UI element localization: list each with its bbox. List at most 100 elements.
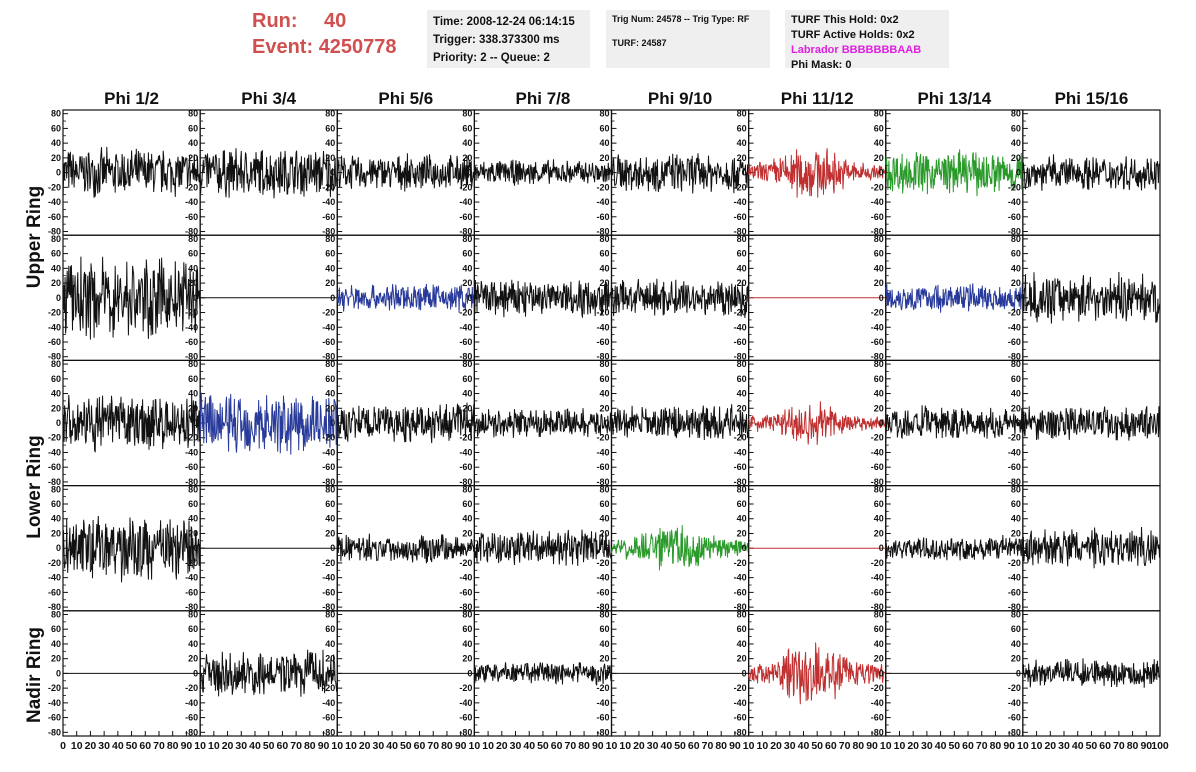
y-tick-label: -40	[734, 197, 747, 207]
panel-y-axis: 80 60 40 20 0 -20 -40 -60 -80	[871, 234, 891, 362]
y-tick-label: -60	[322, 587, 335, 597]
panel-r3-c4: 80 60 40 20 0 -20 -40 -60 -80	[459, 359, 613, 487]
waveform-trace	[473, 159, 612, 186]
waveform-trace	[336, 283, 475, 313]
panel-r2-c8: 80 60 40 20 0 -20 -40 -60 -80	[1008, 234, 1161, 362]
x-tick-label: 10	[743, 740, 755, 752]
y-tick-label: 40	[188, 639, 198, 649]
x-tick-label: 30	[921, 740, 933, 752]
y-tick-label: 20	[325, 153, 335, 163]
y-tick-label: -20	[596, 308, 609, 318]
x-tick-label: 50	[948, 740, 960, 752]
y-tick-label: -80	[734, 602, 747, 612]
y-tick-label: -60	[185, 587, 198, 597]
y-tick-label: 0	[604, 418, 609, 428]
x-tick-label: 50	[811, 740, 823, 752]
panel-r1-c7: 80 60 40 20 0 -20 -40 -60 -80	[871, 109, 1024, 237]
x-tick-label: 30	[1058, 740, 1070, 752]
y-tick-label: 60	[188, 123, 198, 133]
x-tick-label: 30	[510, 740, 522, 752]
y-tick-label: 40	[188, 389, 198, 399]
y-tick-label: 0	[604, 543, 609, 553]
y-tick-label: 40	[1011, 389, 1021, 399]
panel-r1-c8: 80 60 40 20 0 -20 -40 -60 -80	[1008, 109, 1161, 237]
y-tick-label: -40	[871, 197, 884, 207]
y-tick-label: -60	[459, 337, 472, 347]
y-tick-label: 40	[737, 138, 747, 148]
y-tick-label: -80	[185, 227, 198, 237]
y-tick-label: 60	[874, 624, 884, 634]
y-tick-label: -20	[48, 683, 61, 693]
x-tick-label: 70	[1113, 740, 1125, 752]
y-tick-label: 20	[737, 153, 747, 163]
x-tick-label: 60	[414, 740, 426, 752]
y-tick-label: 0	[879, 168, 884, 178]
y-tick-label: -20	[459, 558, 472, 568]
y-tick-label: 40	[325, 389, 335, 399]
x-tick-label: 60	[139, 740, 151, 752]
y-tick-label: -20	[734, 558, 747, 568]
y-tick-label: -80	[185, 352, 198, 362]
run-label: Run:	[252, 10, 298, 32]
y-tick-label: 80	[51, 359, 61, 369]
y-tick-label: 0	[193, 168, 198, 178]
y-tick-label: -80	[48, 352, 61, 362]
y-tick-label: -20	[871, 308, 884, 318]
x-tick-label: 80	[578, 740, 590, 752]
y-tick-label: -60	[459, 713, 472, 723]
phi-label-4: Phi 7/8	[516, 89, 571, 108]
y-tick-label: 20	[462, 654, 472, 664]
phi-label-8: Phi 15/16	[1055, 89, 1129, 108]
x-tick-label: 30	[784, 740, 796, 752]
x-tick-label: 20	[1044, 740, 1056, 752]
y-tick-label: -60	[734, 587, 747, 597]
y-tick-label: 60	[1011, 123, 1021, 133]
x-tick-label: 10	[1017, 740, 1029, 752]
x-tick-label: 40	[249, 740, 261, 752]
panel-r3-c6: 80 60 40 20 0 -20 -40 -60 -80	[734, 359, 887, 487]
x-tick-label: 10	[71, 740, 83, 752]
y-tick-label: -40	[48, 698, 61, 708]
y-tick-label: 80	[462, 109, 472, 119]
panel-y-axis: 80 60 40 20 0 -20 -40 -60 -80	[185, 234, 206, 362]
y-tick-label: -20	[322, 433, 335, 443]
y-tick-label: -20	[1008, 433, 1021, 443]
x-tick-label: 10	[331, 740, 343, 752]
x-tick-label: 90	[318, 740, 330, 752]
panel-y-axis: 80 60 40 20 0 -20 -40 -60 -80	[871, 484, 891, 612]
y-tick-label: 0	[1016, 293, 1021, 303]
y-tick-label: -20	[871, 182, 884, 192]
y-tick-label: 40	[737, 639, 747, 649]
y-tick-label: -40	[734, 447, 747, 457]
y-tick-label: 80	[325, 609, 335, 619]
x-tick-label: 90	[592, 740, 604, 752]
panel-row-2: 80 60 40 20 0 -20 -40 -60 -80 80 60 40 20 0 -20 -40 -60 -…	[48, 234, 1161, 362]
y-tick-label: 60	[599, 624, 609, 634]
panel-r4-c1: 80 60 40 20 0 -20 -40 -60 -80	[48, 484, 201, 612]
y-tick-label: 80	[874, 109, 884, 119]
x-tick-label: 10	[619, 740, 631, 752]
panel-y-axis: 80 60 40 20 0 -20 -40 -60 -80	[596, 484, 617, 612]
y-tick-label: -40	[322, 197, 335, 207]
y-tick-label: 40	[51, 639, 61, 649]
x-tick-label: 90	[1140, 740, 1152, 752]
y-tick-label: 40	[874, 138, 884, 148]
waveform-trace	[474, 279, 612, 318]
y-tick-label: -80	[48, 477, 61, 487]
y-tick-label: 80	[874, 609, 884, 619]
y-tick-label: -20	[734, 182, 747, 192]
panel-r1-c6: 80 60 40 20 0 -20 -40 -60 -80	[734, 109, 887, 237]
y-tick-label: 80	[51, 609, 61, 619]
y-tick-label: 40	[599, 389, 609, 399]
x-tick-label: 30	[373, 740, 385, 752]
waveform-trace	[1022, 271, 1161, 324]
panel-y-axis: 80 60 40 20 0 -20 -40 -60 -80	[322, 609, 343, 737]
y-tick-label: -20	[596, 433, 609, 443]
ring-label-nadir: Nadir Ring	[24, 627, 45, 723]
panel-r4-c8: 80 60 40 20 0 -20 -40 -60 -80	[1008, 484, 1161, 612]
panel-y-axis: 80 60 40 20 0 -20 -40 -60 -80	[185, 609, 206, 737]
y-tick-label: -60	[185, 462, 198, 472]
x-tick-label: 40	[112, 740, 124, 752]
y-tick-label: -40	[185, 447, 198, 457]
y-tick-label: 60	[737, 499, 747, 509]
